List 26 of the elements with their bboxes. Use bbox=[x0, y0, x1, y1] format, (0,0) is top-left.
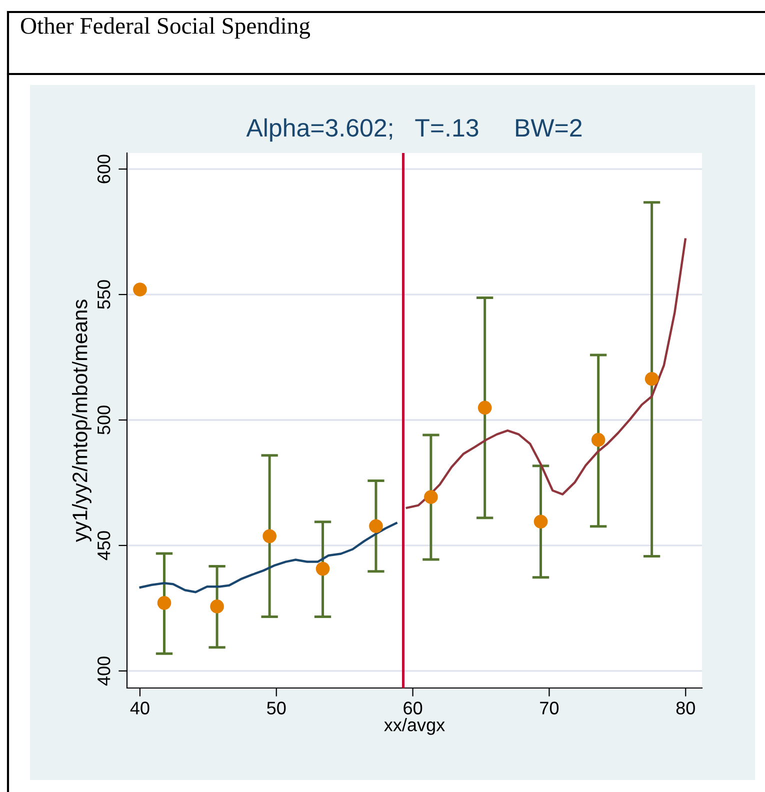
point bbox=[591, 432, 606, 447]
x-tick-label: 80 bbox=[676, 702, 695, 714]
x-tick-label: 50 bbox=[267, 702, 286, 714]
chart-subtitle: Other Federal Social Spending bbox=[20, 17, 310, 39]
point bbox=[210, 600, 224, 614]
point bbox=[424, 490, 438, 504]
point bbox=[133, 282, 147, 296]
line-series bbox=[406, 238, 686, 509]
point bbox=[369, 519, 383, 534]
y-tick-label: 450 bbox=[97, 531, 110, 560]
y-tick-label: 500 bbox=[97, 406, 110, 434]
point bbox=[157, 596, 172, 610]
point bbox=[644, 372, 659, 386]
x-axis-title: xx/avgx bbox=[384, 718, 445, 735]
y-tick-label: 600 bbox=[97, 154, 110, 184]
point bbox=[316, 562, 330, 576]
y-axis-title: yy1/yy2/mtop/mbot/means bbox=[72, 300, 92, 542]
chart-title: Alpha=3.602; T=.13 BW=2 bbox=[246, 118, 582, 142]
x-tick-label: 40 bbox=[130, 702, 150, 714]
point bbox=[534, 514, 548, 529]
y-tick-label: 550 bbox=[97, 280, 110, 309]
point bbox=[478, 400, 492, 415]
x-tick-label: 70 bbox=[540, 702, 559, 714]
y-tick-label: 400 bbox=[97, 656, 110, 686]
x-tick-label: 60 bbox=[404, 702, 422, 714]
point bbox=[262, 529, 276, 544]
